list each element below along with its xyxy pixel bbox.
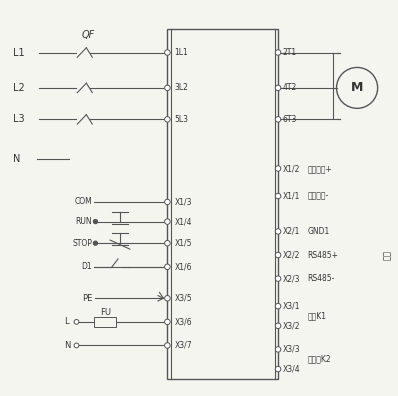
Circle shape — [275, 193, 281, 199]
Circle shape — [165, 319, 170, 325]
Text: COM: COM — [74, 198, 92, 206]
Circle shape — [275, 166, 281, 171]
Text: 2T1: 2T1 — [283, 48, 297, 57]
Text: X1/4: X1/4 — [174, 217, 192, 226]
Text: X3/5: X3/5 — [174, 294, 192, 303]
Text: X3/2: X3/2 — [283, 321, 300, 330]
Circle shape — [165, 116, 170, 122]
Text: N: N — [64, 341, 71, 350]
Text: RS485+: RS485+ — [308, 251, 339, 259]
Circle shape — [165, 264, 170, 270]
Text: L2: L2 — [13, 83, 25, 93]
Circle shape — [275, 323, 281, 329]
Text: X1/1: X1/1 — [283, 192, 300, 200]
Circle shape — [74, 343, 79, 348]
Text: 3L2: 3L2 — [174, 84, 188, 92]
Circle shape — [275, 276, 281, 282]
Text: PE: PE — [82, 294, 92, 303]
Circle shape — [275, 50, 281, 55]
Text: 5L3: 5L3 — [174, 115, 189, 124]
Circle shape — [275, 366, 281, 372]
Circle shape — [275, 303, 281, 309]
Text: D1: D1 — [82, 262, 92, 271]
Text: 可编程K2: 可编程K2 — [308, 355, 331, 364]
Text: QF: QF — [82, 30, 95, 40]
Text: L1: L1 — [13, 48, 25, 57]
Text: RS485-: RS485- — [308, 274, 335, 283]
Circle shape — [275, 116, 281, 122]
Circle shape — [165, 199, 170, 205]
Text: L3: L3 — [13, 114, 25, 124]
Circle shape — [275, 252, 281, 258]
Text: X3/6: X3/6 — [174, 317, 192, 326]
Text: M: M — [351, 82, 363, 94]
Text: 模拟输出-: 模拟输出- — [308, 192, 329, 200]
Circle shape — [165, 343, 170, 348]
Bar — [94, 317, 116, 327]
Text: RUN: RUN — [76, 217, 92, 226]
Text: 1L1: 1L1 — [174, 48, 188, 57]
Text: 4T2: 4T2 — [283, 84, 297, 92]
Circle shape — [275, 228, 281, 234]
Text: X1/5: X1/5 — [174, 239, 192, 248]
Text: N: N — [13, 154, 21, 164]
Circle shape — [94, 220, 98, 224]
Text: STOP: STOP — [72, 239, 92, 248]
Text: 模拟输出+: 模拟输出+ — [308, 164, 333, 173]
Circle shape — [74, 320, 79, 324]
Text: X1/6: X1/6 — [174, 262, 192, 271]
Circle shape — [275, 85, 281, 91]
Text: X2/1: X2/1 — [283, 227, 300, 236]
Circle shape — [165, 85, 170, 91]
Text: X1/2: X1/2 — [283, 164, 300, 173]
Bar — [168, 29, 278, 379]
Text: GND1: GND1 — [308, 227, 330, 236]
Circle shape — [165, 295, 170, 301]
Text: X1/3: X1/3 — [174, 198, 192, 206]
Circle shape — [165, 240, 170, 246]
Text: X3/4: X3/4 — [283, 365, 300, 373]
Text: X3/3: X3/3 — [283, 345, 300, 354]
Text: L: L — [64, 317, 69, 326]
Text: 故障K1: 故障K1 — [308, 312, 327, 320]
Text: FU: FU — [101, 308, 111, 316]
Circle shape — [275, 346, 281, 352]
Text: X3/1: X3/1 — [283, 302, 300, 310]
Text: 6T3: 6T3 — [283, 115, 297, 124]
Text: X2/3: X2/3 — [283, 274, 300, 283]
Text: X3/7: X3/7 — [174, 341, 192, 350]
Text: X2/2: X2/2 — [283, 251, 300, 259]
Circle shape — [165, 50, 170, 55]
Text: 通讯: 通讯 — [383, 250, 392, 260]
Circle shape — [94, 241, 98, 245]
Circle shape — [165, 219, 170, 225]
